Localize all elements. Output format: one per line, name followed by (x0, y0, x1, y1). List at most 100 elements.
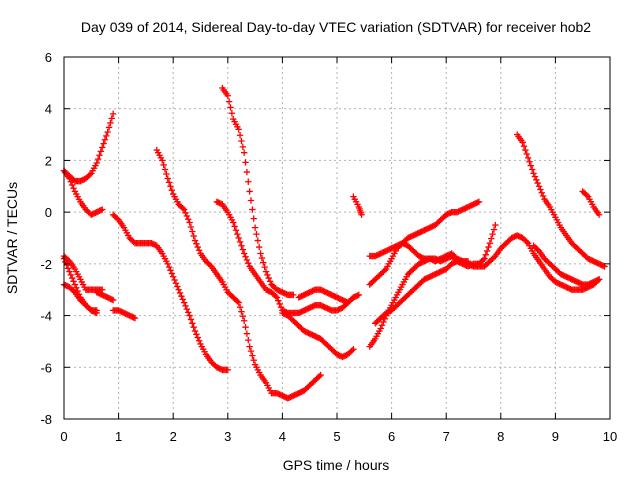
data-point-marker (71, 281, 79, 288)
y-tick-labels: -8 -6 -4 -2 0 2 4 6 (40, 50, 52, 427)
data-point-marker (239, 313, 247, 320)
data-point-marker (96, 152, 103, 159)
data-point-marker (93, 309, 100, 317)
data-point-marker (262, 268, 270, 275)
data-point-marker (183, 212, 191, 220)
data-point-marker (240, 317, 248, 324)
data-point-marker (168, 270, 176, 277)
data-point-marker (475, 198, 483, 205)
data-point-marker (168, 186, 176, 194)
data-point-marker (488, 235, 495, 242)
data-point-marker (245, 336, 252, 344)
data-point-marker (243, 168, 251, 176)
x-tick-label: 2 (170, 429, 177, 444)
y-tick-label: -6 (40, 360, 52, 375)
data-point-marker (380, 318, 387, 326)
data-point-marker (316, 373, 323, 380)
data-point-marker (264, 271, 271, 279)
data-point-marker (358, 211, 365, 218)
data-point-marker (355, 291, 363, 299)
data-point-marker (185, 216, 192, 223)
data-point-marker (276, 300, 283, 308)
data-point-marker (537, 186, 544, 193)
data-point-marker (533, 176, 540, 184)
data-point-marker (99, 206, 106, 213)
data-point-marker (63, 261, 70, 269)
x-tick-label: 0 (60, 429, 67, 444)
x-tick-label: 8 (497, 429, 504, 444)
data-point-marker (228, 110, 236, 117)
data-points (60, 84, 608, 402)
data-point-marker (161, 166, 169, 173)
data-point-marker (239, 246, 247, 253)
data-point-marker (97, 148, 105, 155)
data-point-marker (290, 291, 297, 299)
data-point-marker (68, 274, 76, 282)
series-arc-2 (60, 167, 106, 218)
data-point-marker (67, 271, 75, 279)
data-point-marker (273, 294, 281, 301)
data-point-marker (86, 171, 94, 178)
data-point-marker (236, 132, 244, 139)
data-point-marker (534, 179, 541, 187)
data-point-marker (538, 189, 545, 196)
data-point-marker (193, 240, 200, 248)
data-point-marker (190, 232, 197, 240)
data-point-marker (67, 178, 75, 185)
data-point-marker (103, 132, 110, 140)
data-point-marker (245, 260, 252, 267)
data-point-marker (189, 228, 196, 235)
data-point-marker (164, 175, 171, 182)
series-arc-19 (513, 131, 608, 270)
data-point-marker (249, 206, 256, 213)
data-point-marker (165, 263, 173, 271)
data-point-marker (191, 327, 199, 335)
data-point-marker (189, 320, 196, 327)
series-arc-1 (60, 110, 117, 185)
data-point-marker (227, 104, 234, 111)
data-point-marker (180, 206, 188, 213)
data-point-marker (260, 259, 267, 266)
data-point-marker (179, 205, 186, 212)
series-arc-15 (366, 198, 483, 260)
data-point-marker (195, 247, 203, 254)
data-point-marker (182, 302, 189, 310)
data-point-marker (242, 253, 249, 260)
data-point-marker (489, 230, 496, 238)
data-point-marker (68, 181, 76, 189)
data-point-marker (377, 325, 384, 332)
data-point-marker (526, 158, 533, 165)
data-point-marker (240, 149, 248, 156)
data-point-marker (195, 337, 203, 344)
data-point-marker (234, 230, 241, 238)
series-arc-12 (295, 286, 363, 306)
data-point-marker (583, 192, 590, 199)
data-point-marker (235, 126, 242, 133)
data-point-marker (239, 143, 247, 151)
data-point-marker (224, 92, 231, 99)
data-point-marker (186, 219, 193, 226)
data-point-marker (167, 183, 174, 190)
data-point-marker (527, 162, 535, 169)
data-point-marker (194, 334, 201, 341)
data-point-marker (539, 192, 547, 200)
data-point-marker (183, 305, 191, 313)
data-point-marker (224, 366, 231, 374)
data-point-marker (163, 170, 170, 178)
data-point-marker (108, 115, 115, 122)
data-point-marker (175, 286, 182, 293)
data-point-marker (265, 274, 272, 282)
data-point-marker (172, 280, 180, 287)
data-point-marker (272, 292, 279, 300)
x-tick-label: 4 (279, 429, 286, 444)
data-point-marker (167, 267, 174, 274)
x-tick-label: 1 (115, 429, 122, 444)
data-point-marker (107, 119, 114, 127)
data-point-marker (174, 283, 181, 290)
series-arc-6 (93, 289, 117, 304)
data-point-marker (243, 256, 251, 264)
data-point-marker (93, 159, 100, 167)
y-axis-label: SDTVAR / TECUs (4, 182, 20, 294)
data-point-marker (524, 154, 532, 162)
data-point-marker (266, 278, 274, 285)
